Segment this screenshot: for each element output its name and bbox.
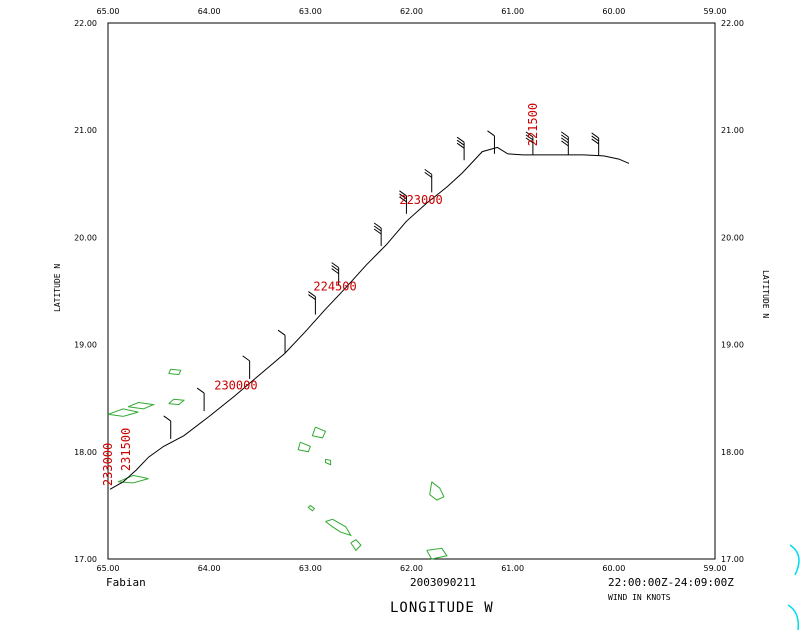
wind-barb-feather xyxy=(424,168,433,175)
wind-barb-feather xyxy=(456,136,465,143)
y-tick-label-left: 22.00 xyxy=(74,19,97,28)
x-tick-label-bottom: 60.00 xyxy=(602,564,625,573)
wind-barb-feather xyxy=(399,190,407,197)
wind-barb-layer xyxy=(163,130,600,439)
time-label: 231500 xyxy=(119,428,133,471)
footer-time-range: 22:00:00Z-24:09:00Z xyxy=(608,576,734,589)
wind-barb-feather xyxy=(456,139,465,146)
x-tick-label-bottom: 59.00 xyxy=(704,564,727,573)
wind-barb-feather xyxy=(399,196,407,203)
track-line xyxy=(109,146,630,490)
wind-barb-feather xyxy=(591,138,599,145)
y-tick-label-left: 18.00 xyxy=(74,448,97,457)
y-axis-label-right: LATITUDE N xyxy=(761,270,770,318)
island-outline xyxy=(168,398,186,406)
x-axis-label: LONGITUDE W xyxy=(390,600,494,616)
island-outline xyxy=(426,547,448,560)
island-outline xyxy=(107,408,139,417)
wind-barb-feather xyxy=(277,329,286,336)
wind-barb-feather xyxy=(456,142,465,149)
island-outline xyxy=(325,518,352,537)
time-label: 233000 xyxy=(101,443,115,486)
wind-barb-feather xyxy=(487,130,495,137)
x-tick-label-top: 61.00 xyxy=(501,7,524,16)
wind-barb-feather xyxy=(331,262,339,269)
time-label-layer: 231500 233000 230000 224500 223000 221500 xyxy=(101,103,540,486)
wind-barb-feather xyxy=(308,291,316,297)
x-tick-label-top: 64.00 xyxy=(198,7,221,16)
wind-barb-feather xyxy=(373,228,382,235)
x-tick-label-bottom: 65.00 xyxy=(97,564,120,573)
y-tick-label-right: 17.00 xyxy=(721,555,744,564)
wind-barb-feather xyxy=(331,268,339,275)
y-axis-label-left: LATITUDE N xyxy=(53,264,62,312)
wind-barb-feather xyxy=(163,415,172,422)
island-outline xyxy=(297,441,311,453)
x-tick-label-top: 62.00 xyxy=(400,7,423,16)
y-tick-label-left: 20.00 xyxy=(74,233,97,242)
time-label: 224500 xyxy=(313,280,356,294)
wind-barb-feather xyxy=(331,265,339,272)
time-label: 230000 xyxy=(214,378,257,392)
island-outline xyxy=(325,458,332,466)
y-tick-label-left: 21.00 xyxy=(74,126,97,135)
y-tick-label-right: 19.00 xyxy=(721,341,744,350)
coastline-layer xyxy=(107,368,448,560)
storm-track-layer xyxy=(109,146,630,490)
x-tick-label-top: 59.00 xyxy=(704,7,727,16)
wind-barb-feather xyxy=(591,135,599,142)
footer-date: 2003090211 xyxy=(410,576,476,589)
y-tick-label-right: 21.00 xyxy=(721,126,744,135)
island-outline xyxy=(350,539,362,552)
x-tick-label-top: 65.00 xyxy=(97,7,120,16)
x-tick-label-bottom: 64.00 xyxy=(198,564,221,573)
wind-barb-feather xyxy=(561,137,569,144)
footer-storm-name: Fabian xyxy=(106,576,146,589)
axis-ticks: 65.00 65.00 64.00 64.00 63.00 63.00 62.00 62.00… xyxy=(74,7,744,573)
wind-barb-feather xyxy=(525,137,534,144)
corner-cyan-mark xyxy=(787,544,800,631)
wind-barb-feather xyxy=(525,134,534,141)
y-tick-label-left: 17.00 xyxy=(74,555,97,564)
wind-barb-feather xyxy=(525,131,534,138)
x-tick-label-bottom: 61.00 xyxy=(501,564,524,573)
wind-barb-feather xyxy=(373,225,382,232)
plot-frame xyxy=(107,22,716,560)
wind-barb-feather xyxy=(591,132,599,139)
x-tick-label-bottom: 63.00 xyxy=(299,564,322,573)
wind-barb-feather xyxy=(373,222,382,229)
y-tick-label-right: 22.00 xyxy=(721,19,744,28)
island-outline xyxy=(429,481,445,501)
y-tick-label-left: 19.00 xyxy=(74,341,97,350)
wind-barb-feather xyxy=(242,355,250,362)
y-tick-label-right: 20.00 xyxy=(721,233,744,242)
wind-barb-feather xyxy=(561,131,569,138)
island-outline xyxy=(307,505,316,512)
wind-barb-feather xyxy=(399,193,407,200)
wind-barb-feather xyxy=(561,140,569,147)
x-tick-label-top: 63.00 xyxy=(299,7,322,16)
wind-barb-feather xyxy=(424,171,433,178)
island-outline xyxy=(168,368,182,376)
wind-barb-feather xyxy=(308,294,316,300)
wind-barb-feather xyxy=(561,134,569,141)
footer-wind-note: WIND IN KNOTS xyxy=(608,593,671,602)
island-outline xyxy=(311,426,327,439)
wind-barb-feather xyxy=(196,387,205,394)
x-tick-label-top: 60.00 xyxy=(602,7,625,16)
y-tick-label-right: 18.00 xyxy=(721,448,744,457)
time-label: 221500 xyxy=(526,103,540,146)
x-tick-label-bottom: 62.00 xyxy=(400,564,423,573)
island-outline xyxy=(128,401,156,410)
time-label: 223000 xyxy=(399,193,442,207)
